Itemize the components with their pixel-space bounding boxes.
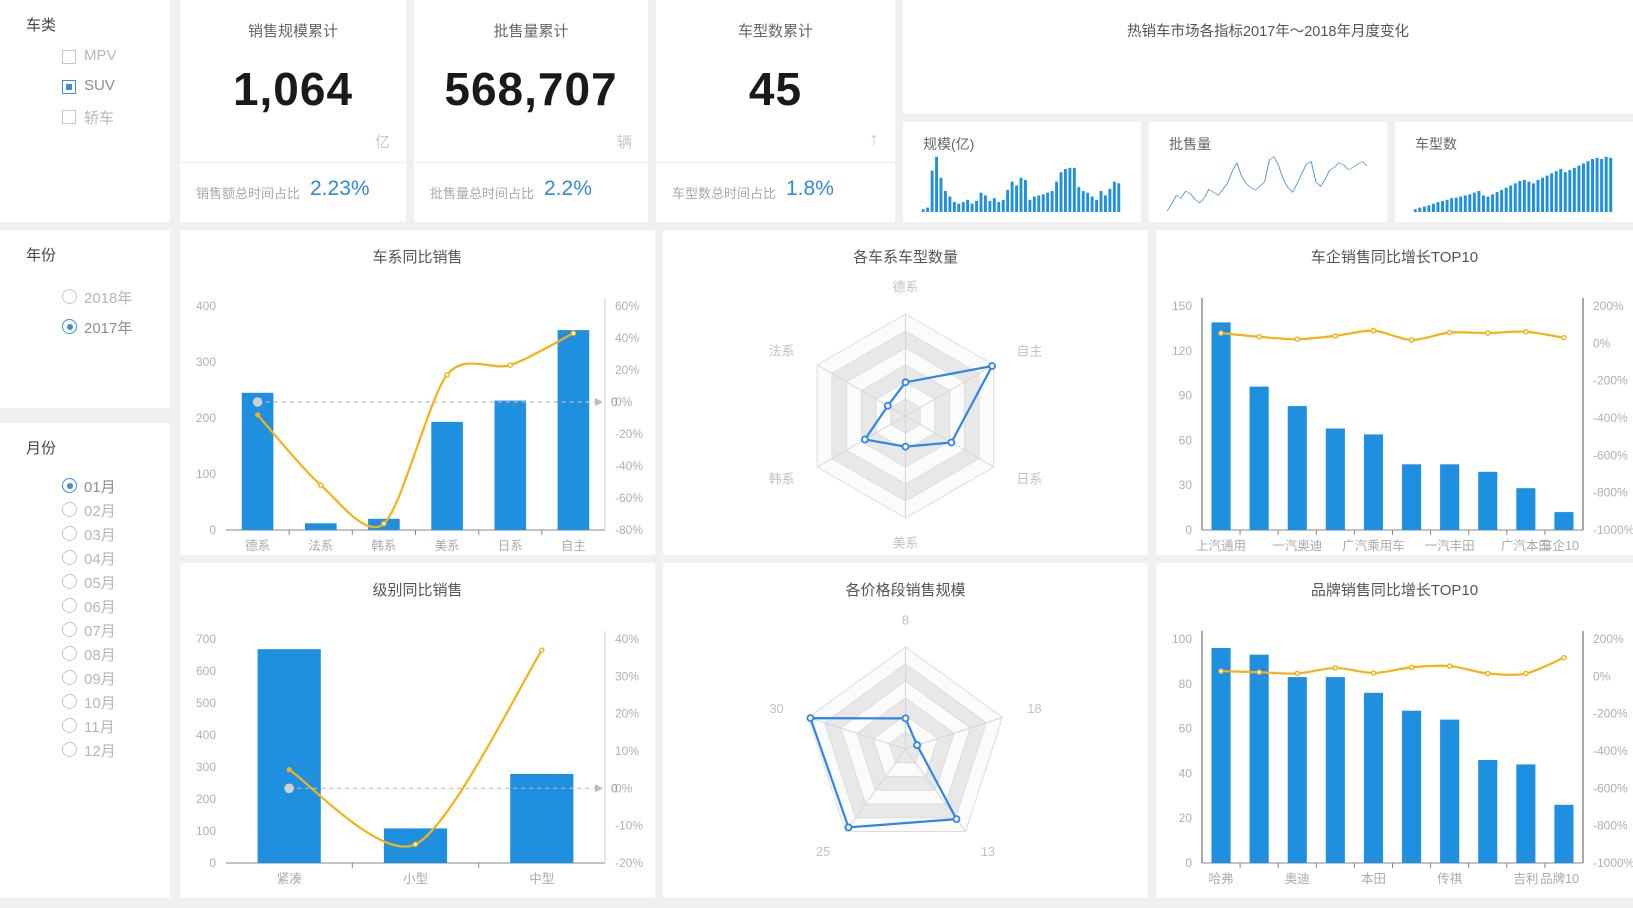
svg-text:60: 60: [1179, 722, 1193, 736]
svg-text:25: 25: [816, 844, 830, 859]
svg-text:500: 500: [196, 696, 216, 710]
svg-text:广汽乘用车: 广汽乘用车: [1342, 538, 1405, 553]
svg-text:-200%: -200%: [1593, 374, 1628, 388]
svg-text:0: 0: [1185, 523, 1192, 537]
svg-text:-60%: -60%: [615, 491, 643, 505]
svg-text:-1000%: -1000%: [1593, 523, 1633, 537]
svg-text:20: 20: [1179, 811, 1193, 825]
svg-text:-20%: -20%: [615, 427, 643, 441]
svg-text:-40%: -40%: [615, 459, 643, 473]
svg-text:200: 200: [196, 411, 216, 425]
svg-text:100: 100: [196, 824, 216, 838]
svg-text:上汽通用: 上汽通用: [1196, 538, 1246, 553]
svg-text:-800%: -800%: [1593, 819, 1628, 833]
svg-text:100: 100: [1172, 632, 1192, 646]
svg-text:120: 120: [1172, 344, 1192, 358]
svg-text:法系: 法系: [769, 343, 795, 358]
svg-text:一汽奥迪: 一汽奥迪: [1272, 538, 1322, 553]
svg-text:紧凑: 紧凑: [277, 872, 303, 886]
svg-text:自主: 自主: [561, 539, 586, 553]
svg-text:40: 40: [1179, 766, 1193, 780]
svg-text:0%: 0%: [1593, 669, 1611, 683]
svg-text:300: 300: [196, 355, 216, 369]
svg-text:-200%: -200%: [1593, 707, 1628, 721]
svg-text:30: 30: [769, 701, 783, 716]
svg-text:日系: 日系: [1016, 471, 1042, 486]
svg-text:-400%: -400%: [1593, 411, 1628, 425]
svg-text:0: 0: [611, 781, 618, 795]
svg-text:150: 150: [1172, 299, 1192, 313]
svg-text:20%: 20%: [615, 707, 639, 721]
svg-text:200%: 200%: [1593, 299, 1624, 313]
svg-text:40%: 40%: [615, 331, 639, 345]
svg-text:300: 300: [196, 760, 216, 774]
svg-text:30: 30: [1179, 478, 1193, 492]
svg-text:0: 0: [1185, 856, 1192, 870]
svg-text:13: 13: [981, 844, 995, 859]
svg-text:-600%: -600%: [1593, 448, 1628, 462]
svg-text:小型: 小型: [403, 872, 428, 886]
svg-text:德系: 德系: [245, 538, 270, 553]
svg-text:0: 0: [611, 395, 618, 409]
svg-text:-80%: -80%: [615, 523, 643, 537]
svg-text:8: 8: [902, 612, 909, 627]
svg-text:60: 60: [1179, 433, 1193, 447]
svg-text:80: 80: [1179, 677, 1193, 691]
svg-text:700: 700: [196, 632, 216, 646]
svg-text:美系: 美系: [892, 535, 918, 550]
svg-text:200: 200: [196, 792, 216, 806]
svg-text:韩系: 韩系: [769, 471, 795, 486]
svg-text:日系: 日系: [498, 539, 523, 553]
svg-text:600: 600: [196, 664, 216, 678]
svg-text:奥迪: 奥迪: [1285, 872, 1310, 886]
svg-text:-800%: -800%: [1593, 486, 1628, 500]
svg-text:-20%: -20%: [615, 856, 643, 870]
svg-text:德系: 德系: [892, 279, 918, 294]
svg-text:400: 400: [196, 299, 216, 313]
svg-text:哈弗: 哈弗: [1208, 872, 1233, 886]
svg-text:美系: 美系: [435, 539, 460, 553]
svg-text:0: 0: [209, 523, 216, 537]
svg-text:60%: 60%: [615, 299, 639, 313]
svg-text:400: 400: [196, 728, 216, 742]
svg-text:30%: 30%: [615, 669, 639, 683]
svg-text:100: 100: [196, 467, 216, 481]
svg-text:车企10: 车企10: [1540, 538, 1579, 553]
svg-text:吉利: 吉利: [1513, 872, 1538, 886]
svg-text:传祺: 传祺: [1437, 871, 1463, 886]
svg-text:韩系: 韩系: [371, 538, 396, 553]
svg-text:品牌10: 品牌10: [1540, 871, 1579, 886]
svg-text:20%: 20%: [615, 363, 639, 377]
svg-text:一汽丰田: 一汽丰田: [1425, 538, 1475, 553]
svg-text:200%: 200%: [1593, 632, 1624, 646]
svg-text:18: 18: [1027, 701, 1041, 716]
svg-text:0: 0: [209, 856, 216, 870]
svg-text:-600%: -600%: [1593, 781, 1628, 795]
svg-text:-1000%: -1000%: [1593, 856, 1633, 870]
svg-text:-400%: -400%: [1593, 744, 1628, 758]
svg-text:-10%: -10%: [615, 819, 643, 833]
svg-text:中型: 中型: [529, 871, 554, 886]
svg-text:0%: 0%: [1593, 336, 1611, 350]
svg-text:10%: 10%: [615, 744, 639, 758]
svg-text:40%: 40%: [615, 632, 639, 646]
svg-text:本田: 本田: [1361, 872, 1386, 886]
svg-text:法系: 法系: [308, 539, 333, 553]
svg-text:自主: 自主: [1016, 343, 1042, 358]
svg-text:90: 90: [1179, 389, 1193, 403]
